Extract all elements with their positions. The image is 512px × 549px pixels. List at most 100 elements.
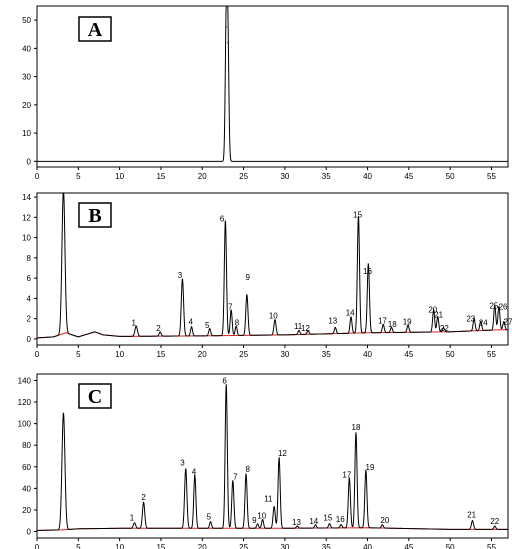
panel-c-peak-label-4: 4 [192, 467, 197, 476]
panel-b-peak-label-26: 26 [499, 303, 508, 312]
panel-c-peak-apex-12 [278, 457, 280, 459]
panel-b-peak-apex-4 [190, 326, 193, 328]
panel-c-peak-apex-4 [194, 474, 196, 477]
panel-b-peak-apex-5 [209, 328, 211, 330]
panel-b-xtick-label: 10 [115, 350, 124, 359]
panel-b-peak-label-1: 1 [131, 319, 136, 328]
panel-a-xtick-label: 10 [115, 172, 124, 181]
panel-c-peak-apex-3 [185, 468, 187, 470]
panel-b-peak-apex-6 [224, 220, 226, 222]
panel-b-peak-label-11: 11 [294, 322, 303, 331]
panel-a-peak-apex [227, 42, 229, 44]
panel-b-peak-label-24: 24 [479, 319, 488, 328]
panel-c-ytick-label: 100 [18, 420, 32, 429]
panel-b-ytick-label: 10 [22, 234, 31, 243]
panel-c-xtick-label: 40 [363, 543, 372, 549]
panel-c-ytick-label: 40 [22, 484, 31, 493]
panel-b-peak-apex-19 [407, 324, 409, 326]
panel-c-peak-apex-7 [232, 480, 234, 482]
panel-b-peak-label-18: 18 [388, 320, 397, 329]
panel-b-peak-apex-26 [498, 305, 500, 308]
panel-c-ytick-label: 0 [27, 528, 32, 537]
panel-b-peak-label-7: 7 [228, 303, 233, 312]
panel-b-xtick-label: 45 [404, 350, 413, 359]
panel-b-peak-apex-24 [480, 320, 482, 323]
panel-a-frame [36, 5, 509, 168]
panel-c-peak-apex-19 [365, 469, 367, 472]
panel-c-peak-apex-10 [261, 519, 264, 521]
panel-b-peak-label-25: 25 [489, 302, 498, 311]
panel-a-ytick-label: 10 [22, 129, 31, 138]
panel-c-ytick-label: 120 [18, 398, 32, 407]
panel-b-peak-apex-13 [334, 326, 336, 329]
panel-c-peak-apex-6 [225, 384, 227, 386]
panel-b-peak-apex-21 [437, 316, 439, 318]
panel-b-peak-apex-25 [494, 305, 496, 307]
panel-c-peak-label-17: 17 [342, 471, 351, 480]
panel-b-peak-apex-15 [357, 215, 360, 218]
panel-a-ytick-label: 20 [22, 101, 31, 110]
panel-c-peak-apex-13 [296, 525, 298, 527]
panel-b-peak-apex-22 [442, 327, 445, 329]
panel-c-ytick-label: 140 [18, 376, 32, 385]
panel-c-peak-label-14: 14 [309, 517, 318, 526]
panel-b-signal-trace [36, 192, 508, 339]
panel-c-peak-label-7: 7 [233, 473, 238, 482]
panel-b-peak-apex-2 [159, 331, 161, 333]
panel-c-peak-apex-14 [314, 524, 317, 526]
panel-c-peak-label-18: 18 [352, 423, 361, 432]
panel-b-peak-label-13: 13 [328, 317, 337, 326]
panel-c-peak-apex-2 [142, 501, 145, 503]
panel-a-ytick-label: 30 [22, 73, 31, 82]
panel-b-peak-apex-20 [433, 309, 435, 311]
panel-a-ytick-label: 50 [22, 16, 31, 25]
panel-b-peak-label-17: 17 [378, 317, 387, 326]
panel-c-xtick-label: 30 [280, 543, 289, 549]
panel-b-peak-apex [62, 192, 65, 194]
panel-a-xtick-label: 55 [487, 172, 496, 181]
panel-c-peak-apex-18 [355, 432, 357, 434]
panel-c-xtick-label: 50 [446, 543, 455, 549]
panel-b-peak-label-10: 10 [269, 312, 278, 321]
panel-c-peak-label-13: 13 [292, 518, 301, 527]
panel-c-peak-label-3: 3 [180, 459, 185, 468]
panel-b-peak-label-22: 22 [440, 324, 449, 333]
panel-b-peak-label-8: 8 [235, 319, 240, 328]
panel-b-peak-label-27: 27 [504, 318, 512, 327]
panel-c-peak-label-5: 5 [207, 513, 212, 522]
panel-c-peak-apex-8 [245, 473, 247, 475]
panel-c-peak-apex-21 [471, 520, 474, 522]
panel-c-peak-label-16: 16 [336, 515, 345, 524]
panel-b-peak-label-16: 16 [363, 267, 372, 276]
panel-b-ytick-label: 0 [27, 335, 32, 344]
panel-a-peak-apex [225, 26, 227, 28]
panel-b-ytick-label: 8 [27, 254, 32, 263]
panel-c-peak-apex-5 [209, 521, 212, 523]
panel-b-ytick-label: 6 [27, 274, 32, 283]
panel-c-peak-label-19: 19 [366, 463, 375, 472]
panel-c-peak-apex [62, 412, 65, 414]
panel-c: C 0 5 10 15 20 25 30 35 40 45 50 550204060801001201… [18, 373, 509, 549]
panel-b-tag-box [78, 202, 112, 228]
panel-b-ytick-label: 4 [27, 294, 32, 303]
panel-b-peak-apex-12 [307, 330, 309, 332]
panel-b-xtick-label: 0 [35, 350, 40, 359]
panel-c-signal-trace [36, 384, 508, 531]
panel-a-tag-box [78, 16, 112, 42]
panel-b-peak-label-14: 14 [346, 309, 355, 318]
panel-b-peak-label-21: 21 [434, 311, 443, 320]
panel-b-peak-label-2: 2 [156, 324, 161, 333]
panel-c-peak-apex-1 [133, 522, 136, 524]
panel-c-peak-label-12: 12 [278, 449, 287, 458]
panel-c-xtick-label: 45 [404, 543, 413, 549]
panel-b-tag-text: B [88, 205, 101, 227]
panel-b-peak-label-9: 9 [245, 273, 250, 282]
panel-a-signal-trace [37, 5, 508, 162]
panel-c-peak-apex-9 [257, 523, 259, 525]
